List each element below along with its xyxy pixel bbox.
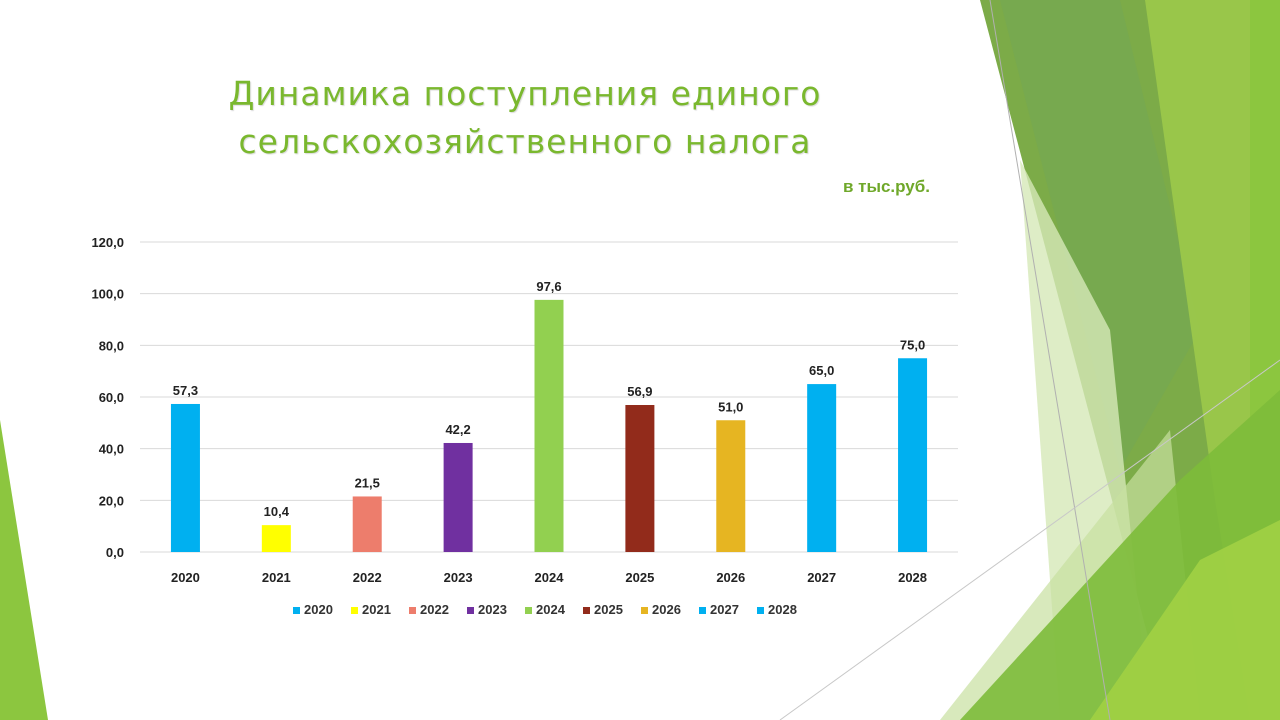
bar-chart: 0,0 20,0 40,0 60,0 80,0 100,0 120,0 57,3 10,4 21… (91, 235, 958, 617)
x-tick-label-2025: 2025 (625, 570, 654, 585)
legend-label-2024: 2024 (536, 602, 566, 617)
bar-2027 (807, 384, 837, 552)
bar-2020 (170, 403, 200, 552)
y-axis: 0,0 20,0 40,0 60,0 80,0 100,0 120,0 (91, 235, 124, 560)
y-tick-label: 20,0 (99, 493, 124, 508)
legend-label-2026: 2026 (652, 602, 681, 617)
y-tick-label: 40,0 (99, 442, 124, 457)
legend-swatch-2026 (641, 607, 648, 614)
data-label-2025: 56,9 (627, 384, 652, 399)
legend-label-2022: 2022 (420, 602, 449, 617)
data-label-2020: 57,3 (173, 383, 198, 398)
slide-title-line-1: Динамика поступления единого (228, 74, 822, 113)
data-label-2024: 97,6 (536, 279, 561, 294)
x-tick-label-2020: 2020 (171, 570, 200, 585)
legend-label-2020: 2020 (304, 602, 333, 617)
x-axis: 2020 2021 2022 2023 2024 2025 2026 2027 2028 (171, 570, 927, 585)
legend: 2020 2021 2022 2023 2024 2025 2026 2027 2028 (293, 602, 797, 617)
legend-swatch-2024 (525, 607, 532, 614)
bar-2024 (534, 299, 564, 552)
x-tick-label-2026: 2026 (716, 570, 745, 585)
legend-swatch-2025 (583, 607, 590, 614)
legend-label-2023: 2023 (478, 602, 507, 617)
y-tick-label: 120,0 (91, 235, 124, 250)
y-tick-label: 60,0 (99, 390, 124, 405)
bar-2028 (898, 358, 928, 552)
data-label-2028: 75,0 (900, 337, 925, 352)
x-tick-label-2022: 2022 (353, 570, 382, 585)
legend-label-2027: 2027 (710, 602, 739, 617)
legend-swatch-2022 (409, 607, 416, 614)
x-tick-label-2021: 2021 (262, 570, 291, 585)
unit-label: в тыс.руб. (842, 177, 930, 196)
legend-swatch-2020 (293, 607, 300, 614)
y-tick-label: 80,0 (99, 338, 124, 353)
data-label-2027: 65,0 (809, 363, 834, 378)
legend-label-2025: 2025 (594, 602, 623, 617)
x-tick-label-2027: 2027 (807, 570, 836, 585)
bar-2021 (261, 525, 291, 552)
bar-2025 (625, 405, 655, 552)
legend-label-2028: 2028 (768, 602, 797, 617)
legend-swatch-2021 (351, 607, 358, 614)
data-label-2023: 42,2 (445, 422, 470, 437)
y-tick-label: 100,0 (91, 287, 124, 302)
x-tick-label-2024: 2024 (535, 570, 565, 585)
data-label-2021: 10,4 (264, 504, 290, 519)
data-label-2022: 21,5 (355, 475, 380, 490)
legend-swatch-2027 (699, 607, 706, 614)
bars (170, 299, 928, 552)
bar-2022 (352, 496, 382, 552)
y-tick-label: 0,0 (106, 545, 124, 560)
x-tick-label-2028: 2028 (898, 570, 927, 585)
slide-title-line-2: сельскохозяйственного налога (238, 122, 812, 161)
bar-2023 (443, 442, 473, 552)
data-labels: 57,3 10,4 21,5 42,2 97,6 56,9 51,0 65,0 75,0 (173, 279, 925, 519)
legend-swatch-2023 (467, 607, 474, 614)
legend-label-2021: 2021 (362, 602, 391, 617)
data-label-2026: 51,0 (718, 399, 743, 414)
legend-swatch-2028 (757, 607, 764, 614)
bar-2026 (716, 420, 746, 552)
x-tick-label-2023: 2023 (444, 570, 473, 585)
